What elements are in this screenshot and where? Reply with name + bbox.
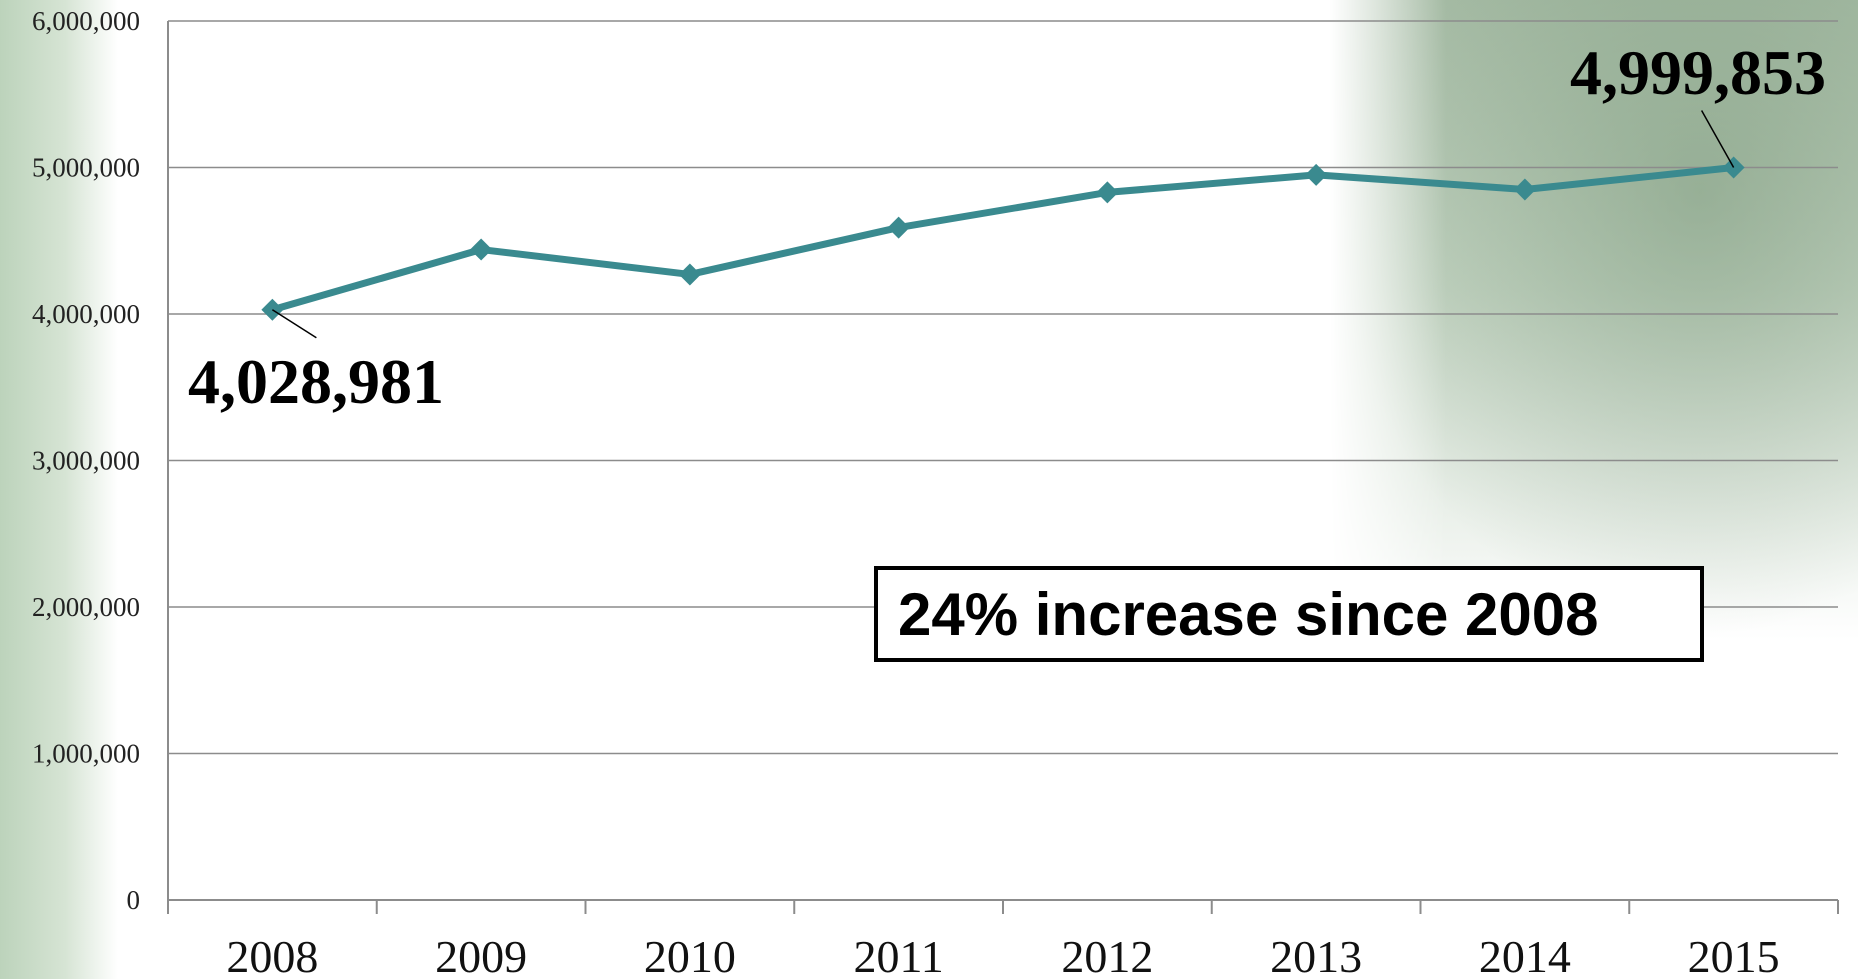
data-series <box>261 156 1745 321</box>
increase-note-text: 24% increase since 2008 <box>898 580 1599 648</box>
gridlines <box>168 20 1838 755</box>
x-tick-label: 2014 <box>1479 931 1571 979</box>
left-decorative-band <box>0 0 118 979</box>
callout-label-first: 4,028,981 <box>188 346 444 417</box>
y-tick-label: 6,000,000 <box>32 6 140 36</box>
x-tick-label: 2008 <box>226 931 318 979</box>
y-tick-label: 2,000,000 <box>32 592 140 622</box>
callouts: 4,028,981 4,999,853 <box>188 37 1826 417</box>
x-tick-label: 2011 <box>853 931 943 979</box>
callout-label-last: 4,999,853 <box>1570 37 1826 108</box>
callout-leader-last <box>1700 110 1735 168</box>
data-point-marker <box>887 216 910 239</box>
y-tick-label: 1,000,000 <box>32 739 140 769</box>
x-tick-label: 2010 <box>644 931 736 979</box>
series-line <box>268 164 1738 314</box>
y-tick-label: 0 <box>127 885 141 915</box>
y-axis-ticks: 0 1,000,000 2,000,000 3,000,000 4,000,000 5,0… <box>32 6 140 915</box>
x-tick-label: 2009 <box>435 931 527 979</box>
x-tick-label: 2012 <box>1061 931 1153 979</box>
data-point-marker <box>1096 181 1119 204</box>
x-tick-label: 2013 <box>1270 931 1362 979</box>
data-point-marker <box>1305 163 1328 186</box>
x-tick-label: 2015 <box>1688 931 1780 979</box>
background-road-photo <box>1330 0 1858 640</box>
data-point-marker <box>678 263 701 286</box>
callout-leader-first <box>271 309 317 339</box>
y-tick-label: 4,000,000 <box>32 299 140 329</box>
data-point-marker <box>470 238 493 261</box>
x-axis-ticks: 2008 2009 2010 2011 2012 2013 2014 2015 <box>226 931 1779 979</box>
y-tick-label: 3,000,000 <box>32 446 140 476</box>
data-point-marker <box>1513 178 1536 201</box>
increase-note-box: 24% increase since 2008 <box>874 566 1704 662</box>
axes <box>167 21 1839 914</box>
y-tick-label: 5,000,000 <box>32 153 140 183</box>
